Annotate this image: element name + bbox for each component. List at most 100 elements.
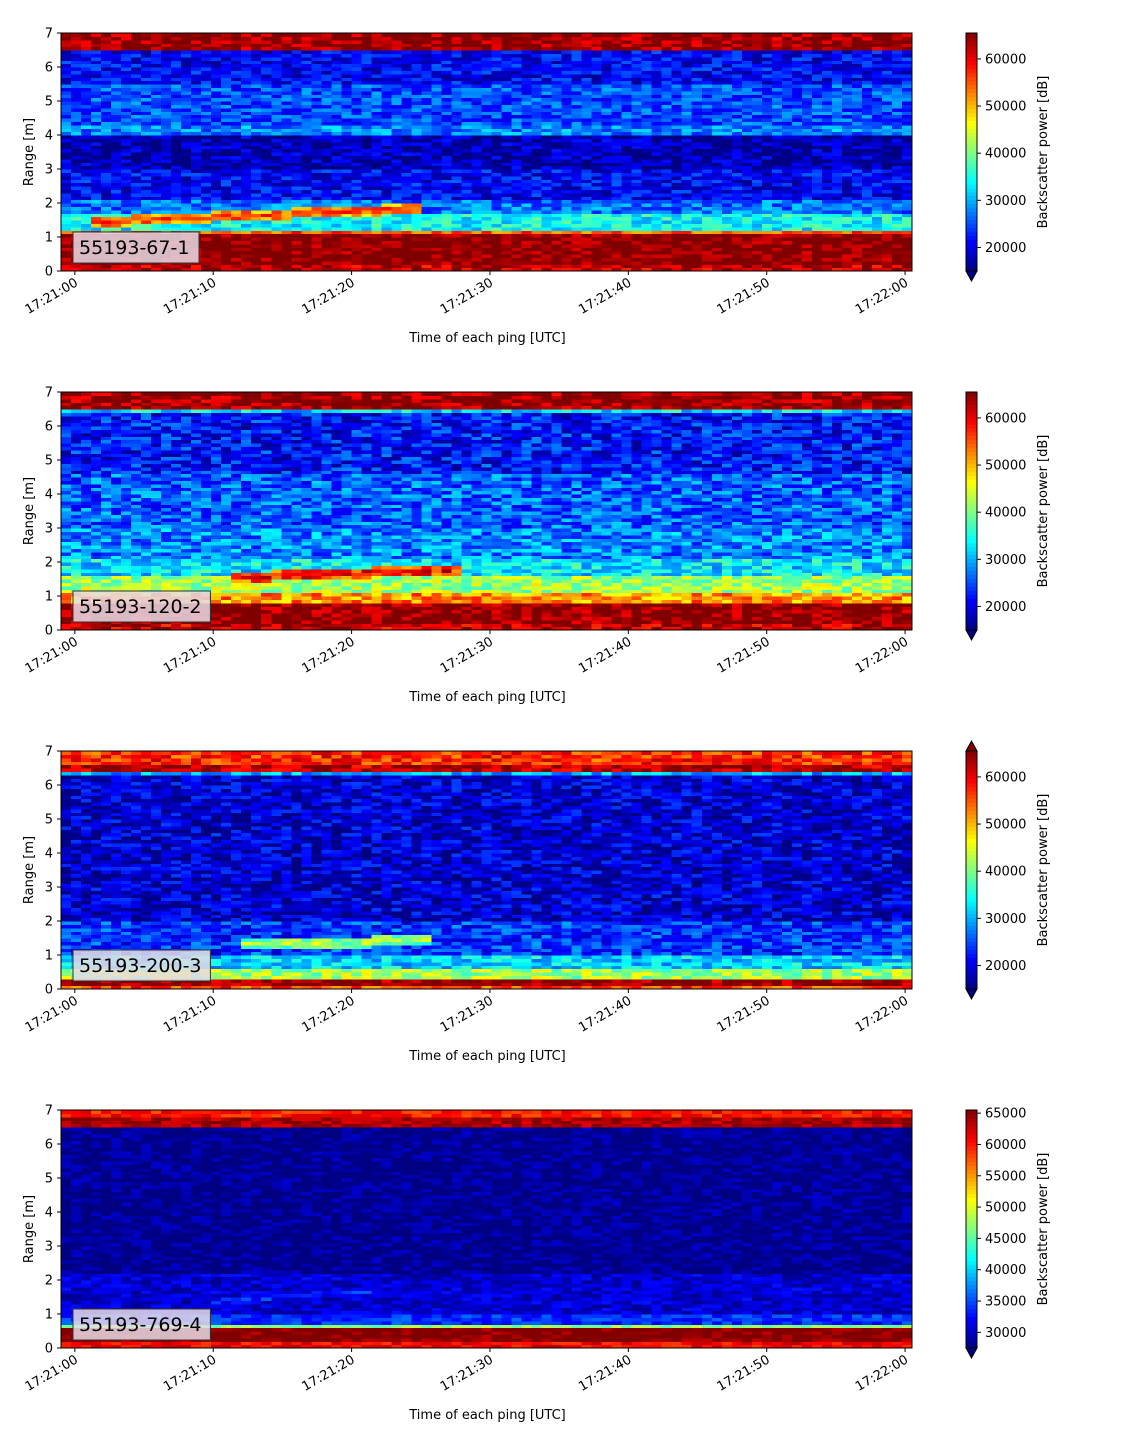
- y-axis-label: Range [m]: [22, 836, 37, 904]
- y-tick-label: 4: [45, 1206, 53, 1221]
- x-axis-label: Time of each ping [UTC]: [408, 1049, 566, 1064]
- colorbar-tick-label: 50000: [985, 459, 1026, 474]
- x-axis-label: Time of each ping [UTC]: [408, 331, 566, 346]
- x-tick-label: 17:21:10: [161, 993, 219, 1035]
- colorbar-tick-label: 20000: [985, 600, 1026, 615]
- colorbar-tick-label: 40000: [985, 147, 1026, 162]
- colorbar-tick-label: 30000: [985, 194, 1026, 209]
- x-tick-label: 17:21:40: [576, 1352, 634, 1394]
- colorbar-tick-label: 60000: [985, 770, 1026, 785]
- y-tick-label: 1: [45, 590, 53, 605]
- station-label: 55193-200-3: [79, 955, 202, 977]
- x-axis-label: Time of each ping [UTC]: [408, 690, 566, 705]
- y-tick-label: 7: [45, 386, 53, 401]
- colorbar: [966, 33, 977, 272]
- colorbar-extend-min: [966, 271, 977, 281]
- y-tick-label: 2: [45, 915, 53, 930]
- station-label: 55193-120-2: [79, 596, 202, 618]
- colorbar-tick-label: 50000: [985, 818, 1026, 833]
- colorbar-tick-label: 40000: [985, 506, 1026, 521]
- x-tick-label: 17:21:40: [576, 993, 634, 1035]
- colorbar-label: Backscatter power [dB]: [1036, 794, 1051, 947]
- colorbar-tick-label: 20000: [985, 241, 1026, 256]
- colorbar-tick-label: 40000: [985, 1263, 1026, 1278]
- colorbar-tick-label: 40000: [985, 865, 1026, 880]
- y-tick-label: 0: [45, 624, 53, 639]
- y-tick-label: 6: [45, 779, 53, 794]
- y-tick-label: 7: [45, 745, 53, 760]
- y-tick-label: 2: [45, 197, 53, 212]
- colorbar: [966, 392, 977, 631]
- x-tick-label: 17:21:00: [23, 275, 81, 317]
- y-tick-label: 0: [45, 265, 53, 280]
- colorbar-tick-label: 45000: [985, 1232, 1026, 1247]
- x-tick-label: 17:21:50: [715, 993, 773, 1035]
- y-tick-label: 3: [45, 163, 53, 178]
- y-axis-label: Range [m]: [22, 118, 37, 186]
- colorbar-label: Backscatter power [dB]: [1036, 1153, 1051, 1306]
- y-tick-label: 7: [45, 1104, 53, 1119]
- colorbar-tick-label: 55000: [985, 1169, 1026, 1184]
- colorbar-tick-label: 50000: [985, 100, 1026, 115]
- colorbar-extend-min: [966, 1348, 977, 1358]
- station-label: 55193-769-4: [79, 1314, 202, 1336]
- colorbar: [966, 1110, 977, 1349]
- colorbar: [966, 751, 977, 990]
- x-tick-label: 17:21:50: [715, 1352, 773, 1394]
- colorbar-tick-label: 50000: [985, 1201, 1026, 1216]
- y-tick-label: 4: [45, 488, 53, 503]
- colorbar-extend-min: [966, 630, 977, 640]
- y-tick-label: 6: [45, 420, 53, 435]
- y-tick-label: 1: [45, 231, 53, 246]
- x-tick-label: 17:21:10: [161, 634, 219, 676]
- x-tick-label: 17:21:00: [23, 634, 81, 676]
- x-tick-label: 17:21:20: [300, 275, 358, 317]
- x-tick-label: 17:21:30: [438, 993, 496, 1035]
- y-tick-label: 0: [45, 983, 53, 998]
- y-tick-label: 6: [45, 1138, 53, 1153]
- y-tick-label: 0: [45, 1342, 53, 1357]
- x-tick-label: 17:21:20: [300, 1352, 358, 1394]
- colorbar-tick-label: 30000: [985, 912, 1026, 927]
- colorbar-label: Backscatter power [dB]: [1036, 76, 1051, 229]
- y-axis-label: Range [m]: [22, 1195, 37, 1263]
- y-tick-label: 3: [45, 881, 53, 896]
- colorbar-tick-label: 30000: [985, 1326, 1026, 1341]
- colorbar-tick-label: 60000: [985, 411, 1026, 426]
- y-tick-label: 4: [45, 129, 53, 144]
- y-tick-label: 1: [45, 1308, 53, 1323]
- y-tick-label: 5: [45, 1172, 53, 1187]
- x-tick-label: 17:21:10: [161, 275, 219, 317]
- x-tick-label: 17:22:00: [853, 634, 911, 676]
- x-tick-label: 17:21:30: [438, 275, 496, 317]
- x-tick-label: 17:22:00: [853, 1352, 911, 1394]
- x-tick-label: 17:21:30: [438, 1352, 496, 1394]
- x-axis-label: Time of each ping [UTC]: [408, 1408, 566, 1423]
- x-tick-label: 17:21:30: [438, 634, 496, 676]
- x-tick-label: 17:22:00: [853, 993, 911, 1035]
- colorbar-label: Backscatter power [dB]: [1036, 435, 1051, 588]
- colorbar-tick-label: 20000: [985, 959, 1026, 974]
- y-tick-label: 5: [45, 454, 53, 469]
- y-tick-label: 4: [45, 847, 53, 862]
- x-tick-label: 17:21:20: [300, 993, 358, 1035]
- x-tick-label: 17:21:40: [576, 634, 634, 676]
- y-tick-label: 7: [45, 27, 53, 42]
- colorbar-tick-label: 60000: [985, 52, 1026, 67]
- colorbar-extend-max: [966, 741, 977, 751]
- x-tick-label: 17:21:50: [715, 275, 773, 317]
- x-tick-label: 17:21:00: [23, 993, 81, 1035]
- y-tick-label: 5: [45, 813, 53, 828]
- x-tick-label: 17:21:40: [576, 275, 634, 317]
- y-tick-label: 6: [45, 61, 53, 76]
- colorbar-tick-label: 60000: [985, 1138, 1026, 1153]
- y-axis-label: Range [m]: [22, 477, 37, 545]
- x-tick-label: 17:21:10: [161, 1352, 219, 1394]
- colorbar-tick-label: 35000: [985, 1295, 1026, 1310]
- x-tick-label: 17:21:20: [300, 634, 358, 676]
